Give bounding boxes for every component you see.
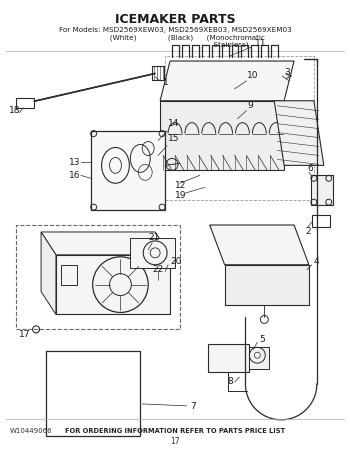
Text: (White)              (Black)      (Monochromatic: (White) (Black) (Monochromatic: [85, 35, 265, 41]
Bar: [61, 265, 77, 284]
Polygon shape: [274, 101, 324, 165]
Text: 9: 9: [247, 101, 253, 110]
Text: 13: 13: [69, 158, 80, 167]
Text: Stainless): Stainless): [101, 42, 249, 48]
Polygon shape: [225, 265, 309, 304]
Bar: [165, 56, 314, 200]
Text: 20: 20: [170, 257, 181, 266]
Text: 7: 7: [190, 402, 196, 411]
Polygon shape: [210, 225, 309, 265]
Polygon shape: [160, 61, 294, 101]
Text: 15: 15: [168, 134, 180, 143]
Text: 12: 12: [175, 181, 186, 190]
Text: 4: 4: [314, 257, 320, 266]
Bar: [208, 344, 250, 372]
Text: 1: 1: [163, 78, 169, 87]
Text: 11: 11: [256, 39, 267, 48]
Bar: [46, 351, 140, 436]
Text: 8: 8: [228, 376, 233, 386]
Bar: [250, 347, 269, 369]
Bar: [16, 98, 34, 108]
Text: 5: 5: [259, 335, 265, 344]
Text: For Models: MSD2569XEW03, MSD2569XEB03, MSD2569XEM03: For Models: MSD2569XEW03, MSD2569XEB03, …: [59, 27, 291, 33]
Text: ICEMAKER PARTS: ICEMAKER PARTS: [115, 13, 235, 26]
Bar: [130, 238, 175, 268]
Text: 16: 16: [69, 171, 80, 180]
Text: 19: 19: [175, 191, 187, 200]
Polygon shape: [41, 232, 56, 314]
Bar: [312, 215, 330, 227]
Text: 3: 3: [284, 68, 290, 77]
Bar: [152, 66, 164, 80]
Text: 18: 18: [9, 106, 21, 115]
Text: 10: 10: [247, 72, 259, 81]
Polygon shape: [160, 101, 284, 170]
Text: 21: 21: [148, 233, 160, 242]
Bar: [91, 130, 165, 210]
Text: FOR ORDERING INFORMATION REFER TO PARTS PRICE LIST: FOR ORDERING INFORMATION REFER TO PARTS …: [65, 428, 285, 434]
Text: 6: 6: [307, 164, 313, 173]
Polygon shape: [56, 255, 170, 314]
Text: 14: 14: [168, 119, 180, 128]
Text: 17: 17: [170, 437, 180, 446]
Bar: [311, 175, 333, 205]
Text: 2: 2: [305, 227, 310, 236]
Text: 17: 17: [19, 330, 31, 339]
Polygon shape: [41, 232, 170, 255]
Bar: [16, 225, 180, 329]
Text: W10449066: W10449066: [9, 428, 52, 434]
Text: 22: 22: [152, 265, 163, 274]
